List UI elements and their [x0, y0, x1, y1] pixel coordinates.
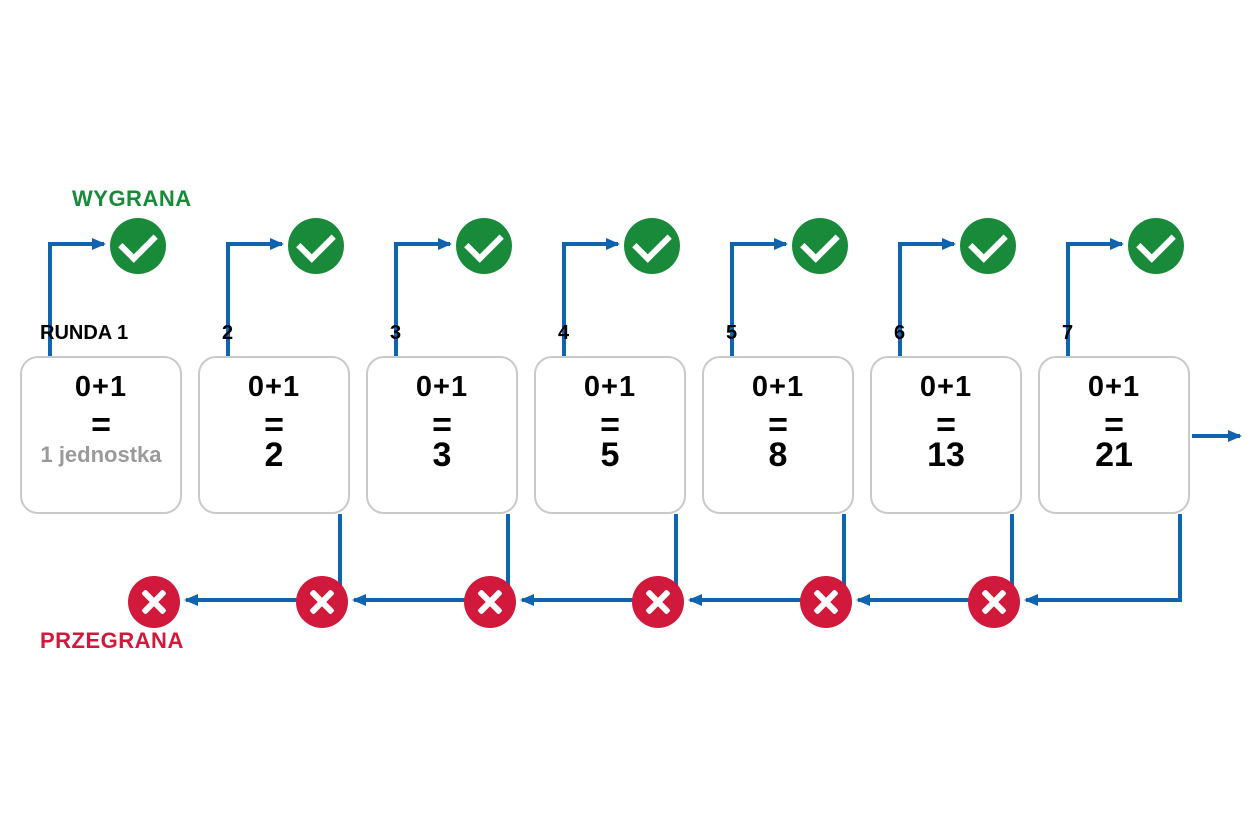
- round-label: 6: [894, 322, 905, 345]
- round-label: 7: [1062, 322, 1073, 345]
- check-icon: [792, 218, 848, 274]
- box-result: 8: [769, 438, 788, 472]
- round-label: 4: [558, 322, 569, 345]
- box-unit-text: 1 jednostka: [40, 442, 161, 468]
- box-result: 5: [601, 438, 620, 472]
- diagram-stage: WYGRANA PRZEGRANA RUNDA 10+1=1 jednostka…: [0, 0, 1250, 834]
- cross-icon: [464, 576, 516, 628]
- round-box: 0+1=3: [366, 356, 518, 514]
- box-expression: 0+1: [752, 372, 804, 402]
- box-expression: 0+1: [920, 372, 972, 402]
- box-expression: 0+1: [584, 372, 636, 402]
- cross-icon: [296, 576, 348, 628]
- cross-icon: [632, 576, 684, 628]
- round-label: RUNDA 1: [40, 322, 128, 345]
- box-result: 21: [1095, 438, 1133, 472]
- round-box: 0+1=2: [198, 356, 350, 514]
- check-icon: [110, 218, 166, 274]
- box-expression: 0+1: [1088, 372, 1140, 402]
- box-expression: 0+1: [248, 372, 300, 402]
- box-equals: =: [91, 408, 111, 442]
- box-result: 13: [927, 438, 965, 472]
- cross-icon: [800, 576, 852, 628]
- round-box: 0+1 =1 jednostka: [20, 356, 182, 514]
- box-expression: 0+1: [416, 372, 468, 402]
- round-label: 2: [222, 322, 233, 345]
- check-icon: [960, 218, 1016, 274]
- round-box: 0+1=21: [1038, 356, 1190, 514]
- round-label: 3: [390, 322, 401, 345]
- round-box: 0+1=8: [702, 356, 854, 514]
- round-label: 5: [726, 322, 737, 345]
- box-result: 3: [433, 438, 452, 472]
- box-result: 2: [265, 438, 284, 472]
- round-box: 0+1=5: [534, 356, 686, 514]
- check-icon: [288, 218, 344, 274]
- cross-icon: [968, 576, 1020, 628]
- check-icon: [456, 218, 512, 274]
- check-icon: [624, 218, 680, 274]
- round-box: 0+1=13: [870, 356, 1022, 514]
- check-icon: [1128, 218, 1184, 274]
- cross-icon: [128, 576, 180, 628]
- box-expression: 0+1: [75, 372, 127, 402]
